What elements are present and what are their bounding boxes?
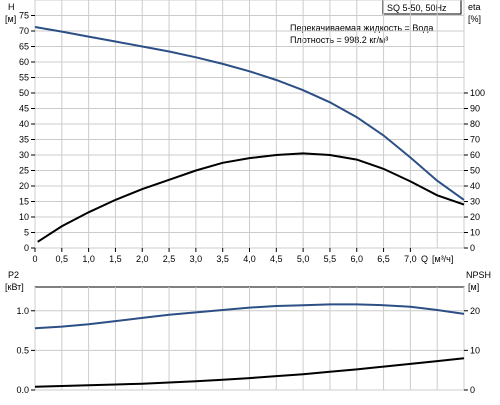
eta-tick-label: 100 [470,88,485,98]
head-tick-label: 40 [19,119,29,129]
head-tick-label: 15 [19,197,29,207]
bottom-series [34,303,465,388]
head-tick-label: 65 [19,42,29,52]
flow-axis-label: Q [421,254,428,264]
power-axis-unit: [кВт] [5,282,24,292]
head-tick-label: 35 [19,135,29,145]
npsh-axis-unit: [м] [468,282,479,292]
eta-axis-label: eta [468,2,481,12]
npsh-tick-label: 10 [470,345,480,355]
npsh-axis-label: NPSH [466,270,491,280]
flow-tick-label: 1,5 [109,254,122,264]
eta-tick-label: 50 [470,166,480,176]
flow-tick-label: 0 [32,254,37,264]
flow-tick-label: 1,0 [82,254,95,264]
flow-tick-label: 6,5 [377,254,390,264]
power-tick-label: 0.5 [16,345,29,355]
flow-tick-label: 4,0 [243,254,256,264]
flow-tick-label: 3,5 [216,254,229,264]
eta-axis-unit: [%] [468,14,481,24]
top-ticks: 0 5 10 15 20 25 30 35 40 45 50 55 60 65 70 75 0 10 20 30 40 5… [19,11,485,265]
flow-axis-unit: [м³/ч] [432,254,453,264]
head-tick-label: 50 [19,88,29,98]
power-curve-line [34,303,465,330]
head-tick-label: 45 [19,104,29,114]
eta-tick-label: 70 [470,135,480,145]
head-axis-label: H [8,2,15,12]
head-tick-label: 60 [19,57,29,67]
flow-tick-label: 3,0 [190,254,203,264]
eta-tick-label: 30 [470,197,480,207]
bottom-grid [34,287,465,391]
head-tick-label: 10 [19,212,29,222]
head-tick-label: 20 [19,181,29,191]
eta-tick-label: 90 [470,104,480,114]
head-tick-label: 5 [24,228,29,238]
efficiency-curve-line [37,152,465,243]
npsh-tick-label: 20 [470,306,480,316]
head-tick-label: 70 [19,26,29,36]
flow-tick-label: 2,0 [136,254,149,264]
eta-tick-label: 10 [470,228,480,238]
power-axis-label: P2 [8,270,19,280]
top-series [34,26,465,243]
pump-model-box [382,0,462,15]
power-tick-label: 0.0 [16,385,29,395]
flow-tick-label: 5,5 [324,254,337,264]
power-tick-label: 1.0 [16,306,29,316]
head-tick-label: 30 [19,150,29,160]
head-tick-label: 25 [19,166,29,176]
fluid-annotation: Перекачиваемая жидкость = Вода [290,23,433,33]
eta-tick-label: 20 [470,212,480,222]
head-tick-label: 55 [19,73,29,83]
head-curve-line [34,26,465,201]
flow-tick-label: 7,0 [404,254,417,264]
density-annotation: Плотность = 998.2 кг/м³ [290,35,388,45]
head-tick-label: 0 [24,243,29,253]
pump-model-label: SQ 5-50, 50Hz [387,3,447,13]
flow-tick-label: 2,5 [163,254,176,264]
npsh-tick-label: 0 [470,385,475,395]
eta-tick-label: 0 [470,243,475,253]
head-axis-unit: [м] [5,14,16,24]
eta-tick-label: 60 [470,150,480,160]
eta-tick-label: 80 [470,119,480,129]
flow-tick-label: 4,5 [270,254,283,264]
head-tick-label: 75 [19,11,29,21]
flow-tick-label: 5,0 [297,254,310,264]
eta-tick-label: 40 [470,181,480,191]
bottom-ticks: 0.0 0.5 1.0 0 10 20 [16,306,480,395]
flow-tick-label: 6,0 [350,254,363,264]
npsh-curve-line [34,357,465,388]
flow-tick-label: 0,5 [56,254,69,264]
top-grid [34,0,465,249]
